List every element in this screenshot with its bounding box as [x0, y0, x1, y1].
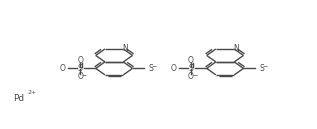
Text: −: − — [192, 73, 198, 78]
Text: O: O — [188, 72, 194, 81]
Text: S: S — [78, 64, 82, 73]
Text: −: − — [262, 63, 268, 68]
Text: O: O — [188, 56, 194, 65]
Text: S: S — [259, 64, 264, 73]
Text: −: − — [151, 63, 157, 68]
Text: Pd: Pd — [13, 94, 24, 103]
Text: O: O — [77, 72, 83, 81]
Text: 2+: 2+ — [28, 90, 37, 95]
Text: O: O — [60, 64, 66, 73]
Text: N: N — [122, 45, 128, 53]
Text: S: S — [148, 64, 153, 73]
Text: O: O — [77, 56, 83, 65]
Text: N: N — [233, 45, 239, 53]
Text: O: O — [171, 64, 177, 73]
Text: −: − — [81, 73, 87, 78]
Text: S: S — [189, 64, 193, 73]
